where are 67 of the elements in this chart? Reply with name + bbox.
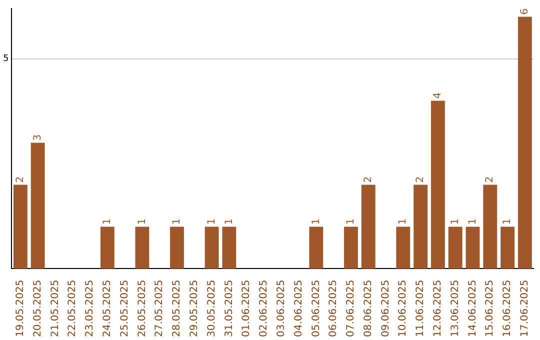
bar	[204, 226, 219, 269]
x-tick-label: 29.05.2025	[188, 280, 200, 338]
x-tick-label: 08.06.2025	[362, 280, 374, 338]
x-tick-label: 19.05.2025	[15, 280, 26, 338]
data-label: 1	[102, 218, 114, 225]
data-label: 1	[172, 218, 183, 225]
bar	[448, 226, 462, 269]
x-tick-label: 22.05.2025	[67, 280, 78, 338]
data-label: 1	[398, 218, 409, 225]
bar	[309, 226, 324, 269]
x-tick-label: 15.06.2025	[484, 280, 496, 338]
x-tick-label: 20.05.2025	[32, 280, 44, 338]
bar	[500, 226, 514, 269]
x-tick-label: 04.06.2025	[293, 280, 304, 338]
x-tick-label: 05.06.2025	[310, 280, 322, 338]
data-label: 1	[502, 218, 514, 225]
x-tick-label: 07.06.2025	[346, 280, 357, 338]
x-tick-label: 31.05.2025	[224, 280, 235, 338]
x-tick-label: 02.06.2025	[258, 280, 270, 338]
bar	[222, 226, 236, 269]
bar	[30, 142, 45, 269]
data-label: 1	[346, 218, 357, 225]
x-tick-label: 12.06.2025	[432, 280, 444, 338]
bar	[414, 184, 428, 269]
data-label: 1	[467, 218, 478, 225]
bar	[430, 100, 445, 269]
x-tick-label: 03.06.2025	[276, 280, 287, 338]
data-label: 2	[484, 176, 496, 183]
bar	[518, 16, 532, 269]
bar	[396, 226, 410, 269]
data-label: 4	[432, 92, 444, 99]
x-tick-label: 16.06.2025	[502, 280, 514, 338]
x-tick-label: 09.06.2025	[380, 280, 392, 338]
x-tick-label: 01.06.2025	[241, 280, 252, 338]
x-tick-label: 27.05.2025	[154, 280, 166, 338]
data-label: 3	[32, 134, 44, 141]
data-label: 2	[362, 176, 374, 183]
bar	[466, 226, 480, 269]
x-tick-label: 26.05.2025	[136, 280, 148, 338]
data-label: 1	[224, 218, 235, 225]
data-label: 1	[206, 218, 218, 225]
data-label: 6	[520, 8, 531, 15]
bar	[170, 226, 184, 269]
data-label: 2	[15, 176, 26, 183]
bar	[361, 184, 376, 269]
x-tick-label: 30.05.2025	[206, 280, 218, 338]
bar	[344, 226, 358, 269]
bar	[483, 184, 498, 269]
bar	[135, 226, 150, 269]
x-tick-label: 23.05.2025	[84, 280, 96, 338]
x-tick-label: 24.05.2025	[102, 280, 114, 338]
x-tick-label: 10.06.2025	[398, 280, 409, 338]
x-tick-label: 28.05.2025	[172, 280, 183, 338]
bar	[100, 226, 114, 269]
y-tick-label: 5	[2, 54, 9, 64]
x-tick-label: 21.05.2025	[50, 280, 61, 338]
data-label: 1	[450, 218, 461, 225]
x-tick-label: 25.05.2025	[119, 280, 130, 338]
x-tick-label: 06.06.2025	[328, 280, 340, 338]
x-tick-label: 17.06.2025	[520, 280, 531, 338]
data-label: 1	[136, 218, 148, 225]
data-label: 2	[415, 176, 426, 183]
x-tick-label: 14.06.2025	[467, 280, 478, 338]
data-label: 1	[310, 218, 322, 225]
x-tick-label: 13.06.2025	[450, 280, 461, 338]
bar	[13, 184, 28, 269]
x-tick-label: 11.06.2025	[415, 280, 426, 338]
